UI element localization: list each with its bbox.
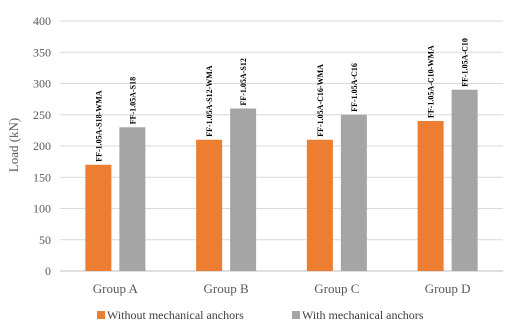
y-tick-label: 350	[33, 45, 51, 59]
bar	[85, 164, 112, 271]
category-labels: Group A Group B Group C Group D	[93, 281, 471, 296]
y-tick-label: 300	[33, 77, 51, 91]
y-tick-label: 150	[33, 170, 51, 184]
bar	[119, 127, 146, 271]
legend-swatch	[97, 311, 105, 319]
y-tick-labels: 0 50 100 150 200 250 300 350 400	[33, 14, 51, 278]
bars	[85, 89, 478, 271]
y-tick-label: 100	[33, 202, 51, 216]
y-tick-label: 400	[33, 14, 51, 28]
bar-labels: FF-1.05A-S18-WMA FF-1.05A-S18 FF-1.05A-S12…	[94, 38, 469, 162]
legend-label: With mechanical anchors	[302, 308, 424, 322]
x-category-label: Group C	[314, 281, 359, 296]
bar-data-label: FF-1.05A-S18-WMA	[94, 90, 103, 162]
y-tick-label: 0	[45, 264, 51, 278]
bar	[340, 114, 367, 271]
x-category-label: Group B	[204, 281, 249, 296]
bar	[451, 89, 478, 271]
bar-data-label: FF-1.05A-S18	[128, 77, 137, 124]
bar-data-label: FF-1.05A-S12	[239, 58, 248, 105]
bar-data-label: FF-1.05A-C10	[461, 38, 470, 87]
legend-swatch	[292, 311, 300, 319]
bar	[230, 108, 257, 271]
y-tick-label: 200	[33, 139, 51, 153]
bar-data-label: FF-1.05A-C16	[350, 63, 359, 112]
y-tick-label: 250	[33, 108, 51, 122]
x-category-label: Group D	[425, 281, 471, 296]
y-axis-title: Load (kN)	[6, 118, 21, 173]
bar-data-label: FF-1.05A-S12-WMA	[205, 65, 214, 137]
legend-label: Without mechanical anchors	[107, 308, 244, 322]
bar	[417, 121, 444, 271]
y-tick-label: 50	[39, 233, 51, 247]
bar-data-label: FF-1.05A-C16-WMA	[316, 64, 325, 137]
bar	[306, 139, 333, 271]
legend: Without mechanical anchors With mechanica…	[97, 308, 424, 322]
bar-data-label: FF-1.05A-C10-WMA	[427, 45, 436, 118]
x-category-label: Group A	[93, 281, 139, 296]
bar	[196, 139, 223, 271]
